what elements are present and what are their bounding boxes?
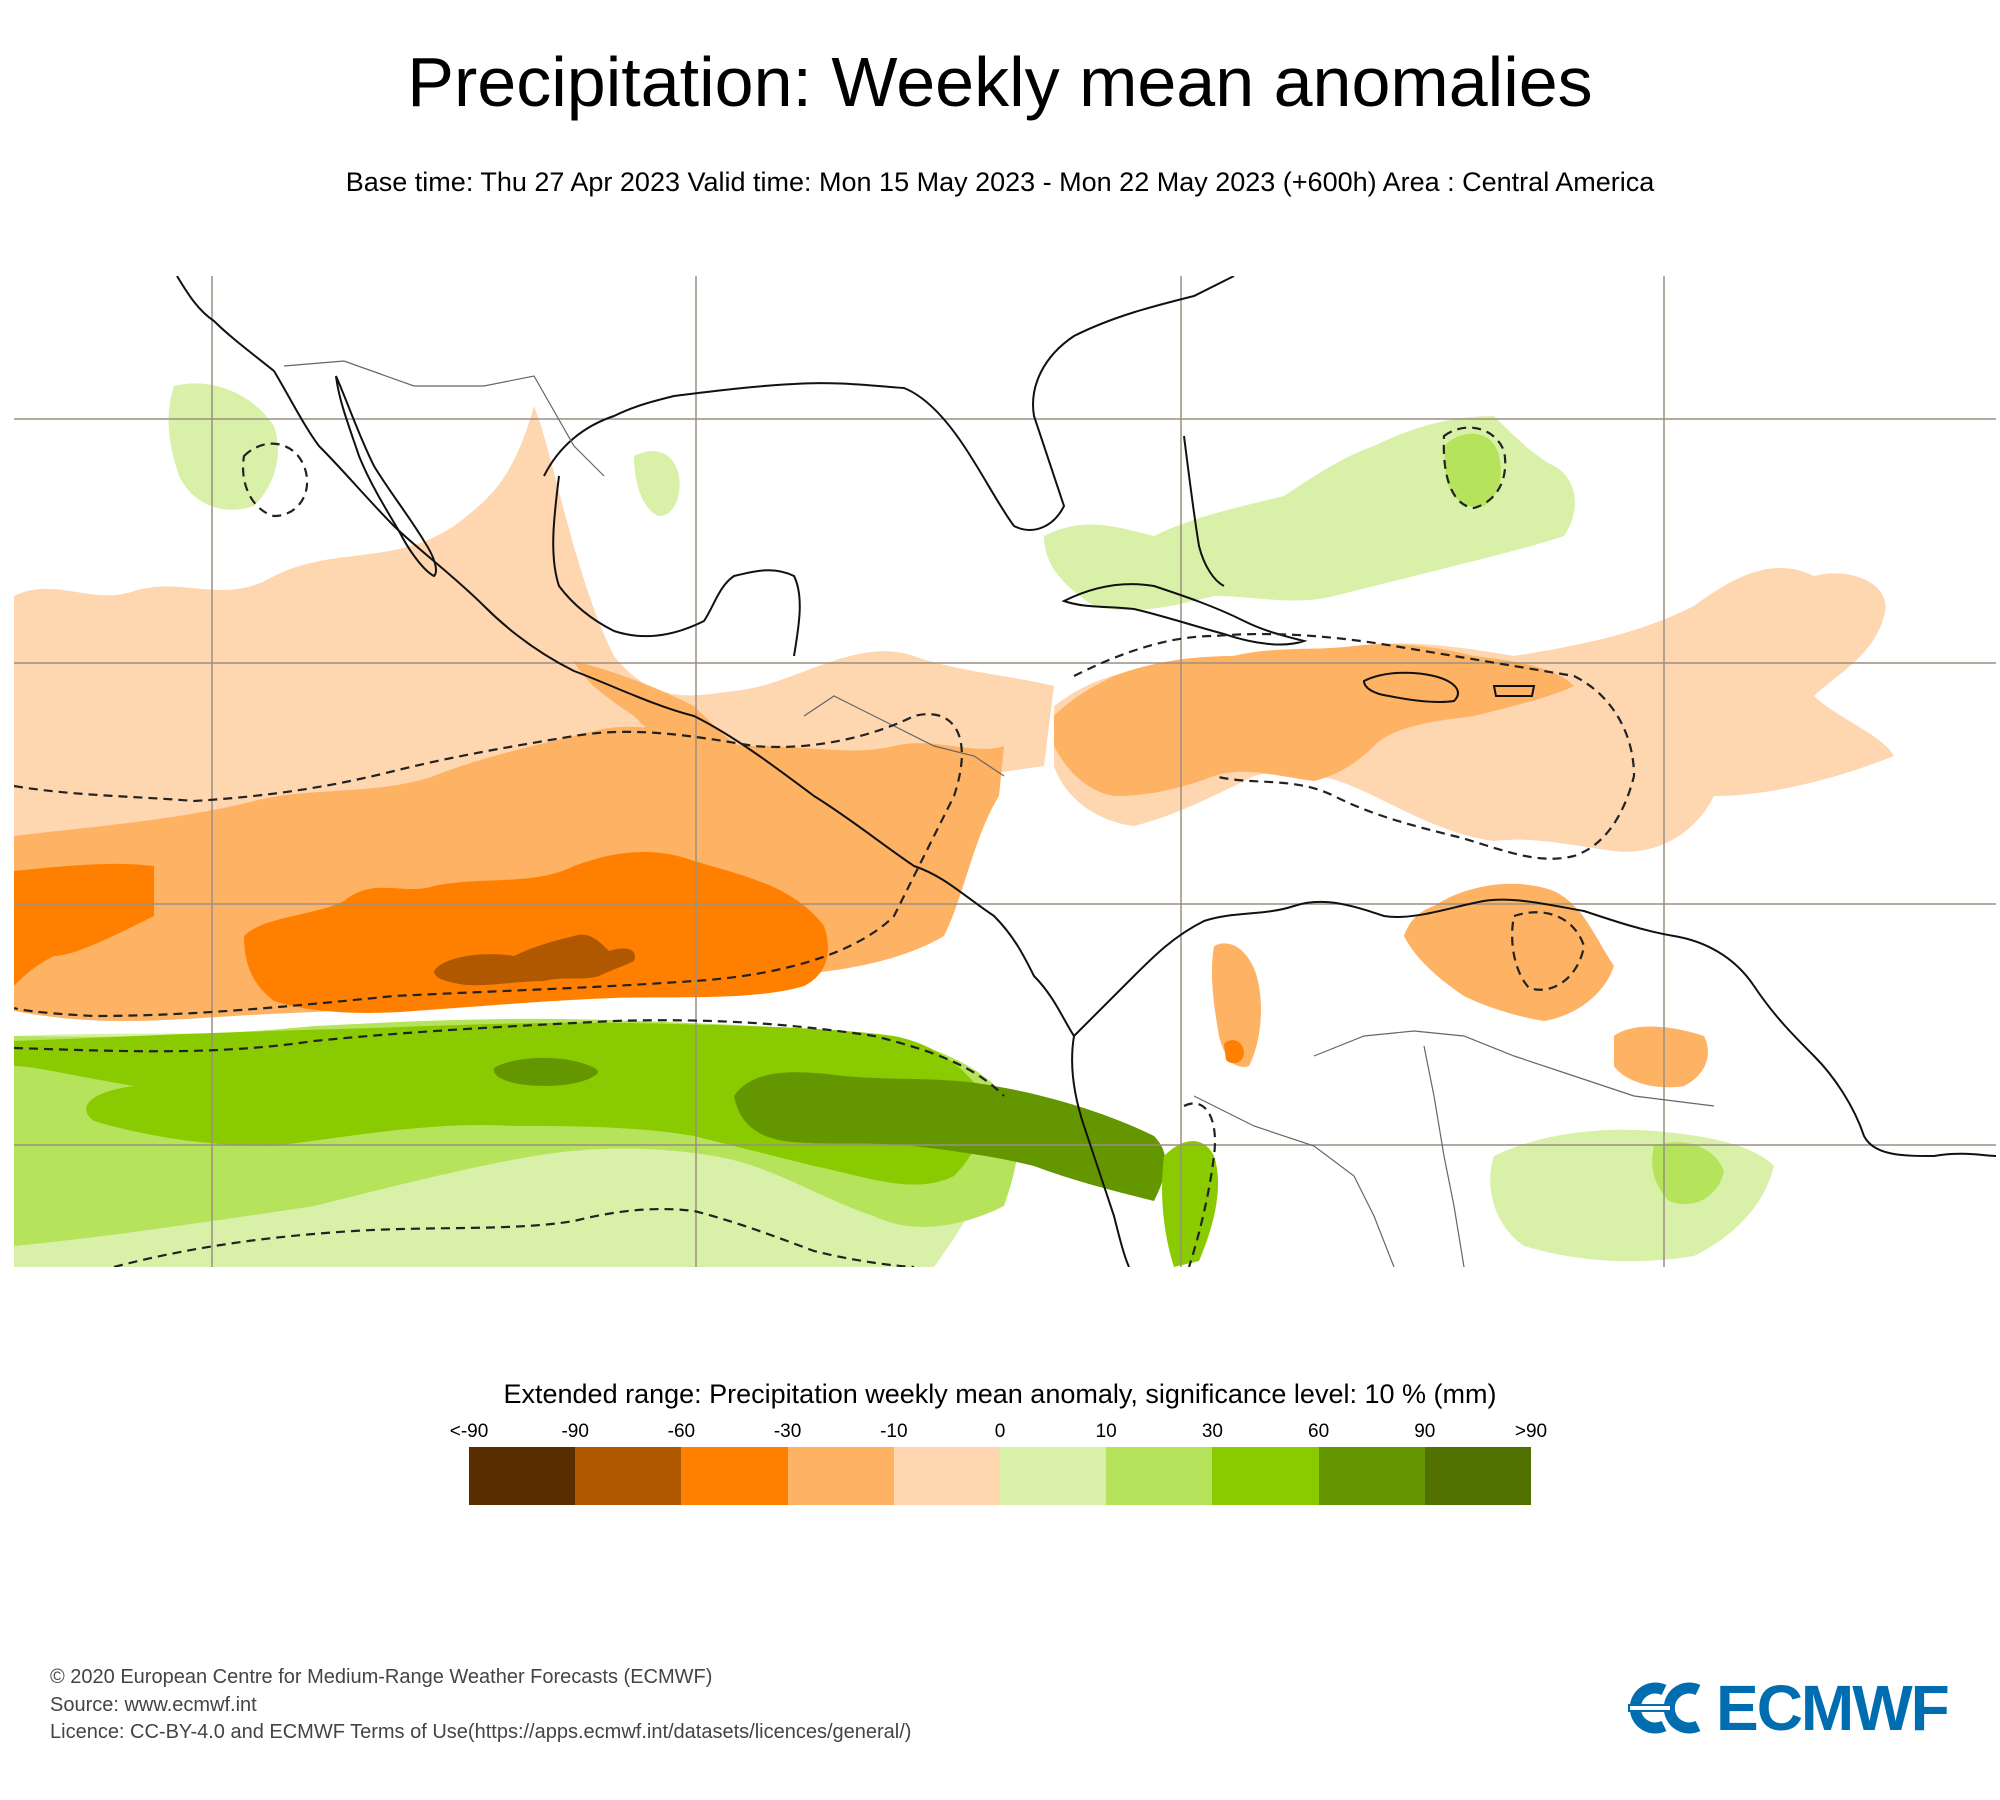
anomaly-region-pacific-strong-wet (14, 1022, 985, 1185)
legend-swatch (575, 1447, 682, 1505)
anomaly-region-amazon-wet-2 (1652, 1142, 1724, 1205)
legend-swatch (1212, 1447, 1319, 1505)
legend-swatch (1424, 1447, 1532, 1505)
page-subtitle: Base time: Thu 27 Apr 2023 Valid time: M… (345, 167, 1655, 197)
significance-contour-mexico (241, 442, 309, 518)
coastlines (176, 276, 1996, 1267)
ecmwf-logo: ECMWF (1628, 1676, 1968, 1740)
legend-label: <-90 (449, 1421, 489, 1442)
legend-label: -60 (667, 1421, 696, 1442)
legend-swatch (1106, 1447, 1213, 1505)
coastline-mexico-pacific (176, 276, 1075, 1037)
border-us-mexico (283, 360, 605, 477)
legend-label: 60 (1308, 1421, 1330, 1442)
border-south-america-3 (1193, 1095, 1395, 1267)
legend-label: -90 (561, 1421, 589, 1442)
country-borders (283, 360, 1715, 1267)
legend-swatch (469, 1447, 576, 1505)
significance-contour-venezuela (1511, 911, 1586, 991)
anomaly-region-pacific-strong-dry-2 (244, 851, 828, 1013)
legend-label: -30 (773, 1421, 802, 1442)
coastline-baja-california (335, 375, 437, 578)
anomaly-region-pacific-strong-dry (14, 863, 154, 986)
anomaly-map (14, 276, 1996, 1267)
anomaly-region-central-america-dry (574, 661, 814, 840)
legend-swatch (1318, 1447, 1425, 1505)
anomaly-region-mexico-wet (168, 383, 278, 510)
coastline-cuba (1061, 583, 1308, 646)
anomaly-region-colombia-strong-dry (1224, 1040, 1244, 1064)
anomaly-region-colombia-dry (1211, 943, 1261, 1067)
legend-label: 0 (994, 1421, 1006, 1442)
border-south-america-1 (1313, 1030, 1715, 1107)
coastline-gulf-of-mexico (543, 276, 1235, 531)
anomaly-region-atlantic-wet (1444, 433, 1501, 507)
anomaly-region-pacific-extreme-dry (434, 934, 635, 986)
anomaly-region-venezuela-dry (1614, 1026, 1708, 1088)
licence-text: Licence: CC-BY-4.0 and ECMWF Terms of Us… (50, 1721, 912, 1743)
legend-labels: <-90 -90 -60 -30 -10 0 10 30 60 90 >90 (0, 1420, 2000, 1444)
graticule (14, 276, 1996, 1267)
anomaly-region-caribbean-dry (1054, 644, 1574, 796)
coastline-puerto-rico (1492, 685, 1536, 697)
anomaly-region-pacific-very-wet (493, 1057, 598, 1086)
significance-contour-pacific-wet (14, 1019, 1005, 1097)
border-south-america-2 (1423, 1045, 1465, 1267)
significance-contour-pacific-dry (14, 713, 963, 1018)
legend-label: 30 (1201, 1421, 1223, 1442)
significance-contours (14, 426, 1636, 1267)
ecmwf-logo-icon (1628, 1682, 1701, 1734)
coastline-hispaniola (1362, 671, 1459, 704)
legend-swatch (681, 1447, 788, 1505)
source-text: Source: www.ecmwf.int (50, 1693, 257, 1716)
ecmwf-logo-text: ECMWF (1716, 1672, 1950, 1744)
legend-colorbar (469, 1447, 1532, 1505)
coastline-south-america-west (1071, 1035, 1130, 1267)
legend-swatch (893, 1447, 1001, 1505)
legend-label: 90 (1414, 1421, 1436, 1442)
legend-label: -10 (880, 1421, 908, 1442)
anomaly-region-ecuador-wet (1162, 1141, 1219, 1267)
coastline-south-america-north (1073, 898, 1996, 1158)
legend-label: >90 (1514, 1421, 1548, 1442)
coastline-mexico-gulf-west (552, 475, 801, 657)
anomaly-region-gulf-wet (634, 451, 680, 516)
copyright-text: © 2020 European Centre for Medium-Range … (50, 1666, 713, 1688)
coastline-florida (1183, 435, 1225, 587)
legend-label: 10 (1095, 1421, 1117, 1442)
legend-title: Extended range: Precipitation weekly mea… (503, 1379, 1497, 1409)
legend-swatch (787, 1447, 894, 1505)
footer: © 2020 European Centre for Medium-Range … (50, 1664, 911, 1747)
page-title: Precipitation: Weekly mean anomalies (407, 43, 1593, 121)
anomaly-region-atlantic-light-wet (1044, 416, 1575, 611)
legend-swatch (1000, 1447, 1107, 1505)
significance-contour-ecuador (1183, 1102, 1217, 1267)
significance-contour-atlantic (1442, 426, 1507, 510)
significance-contour-pacific-wet-south (113, 1207, 915, 1267)
anomaly-region-pacific-very-wet-2 (734, 1072, 1166, 1201)
